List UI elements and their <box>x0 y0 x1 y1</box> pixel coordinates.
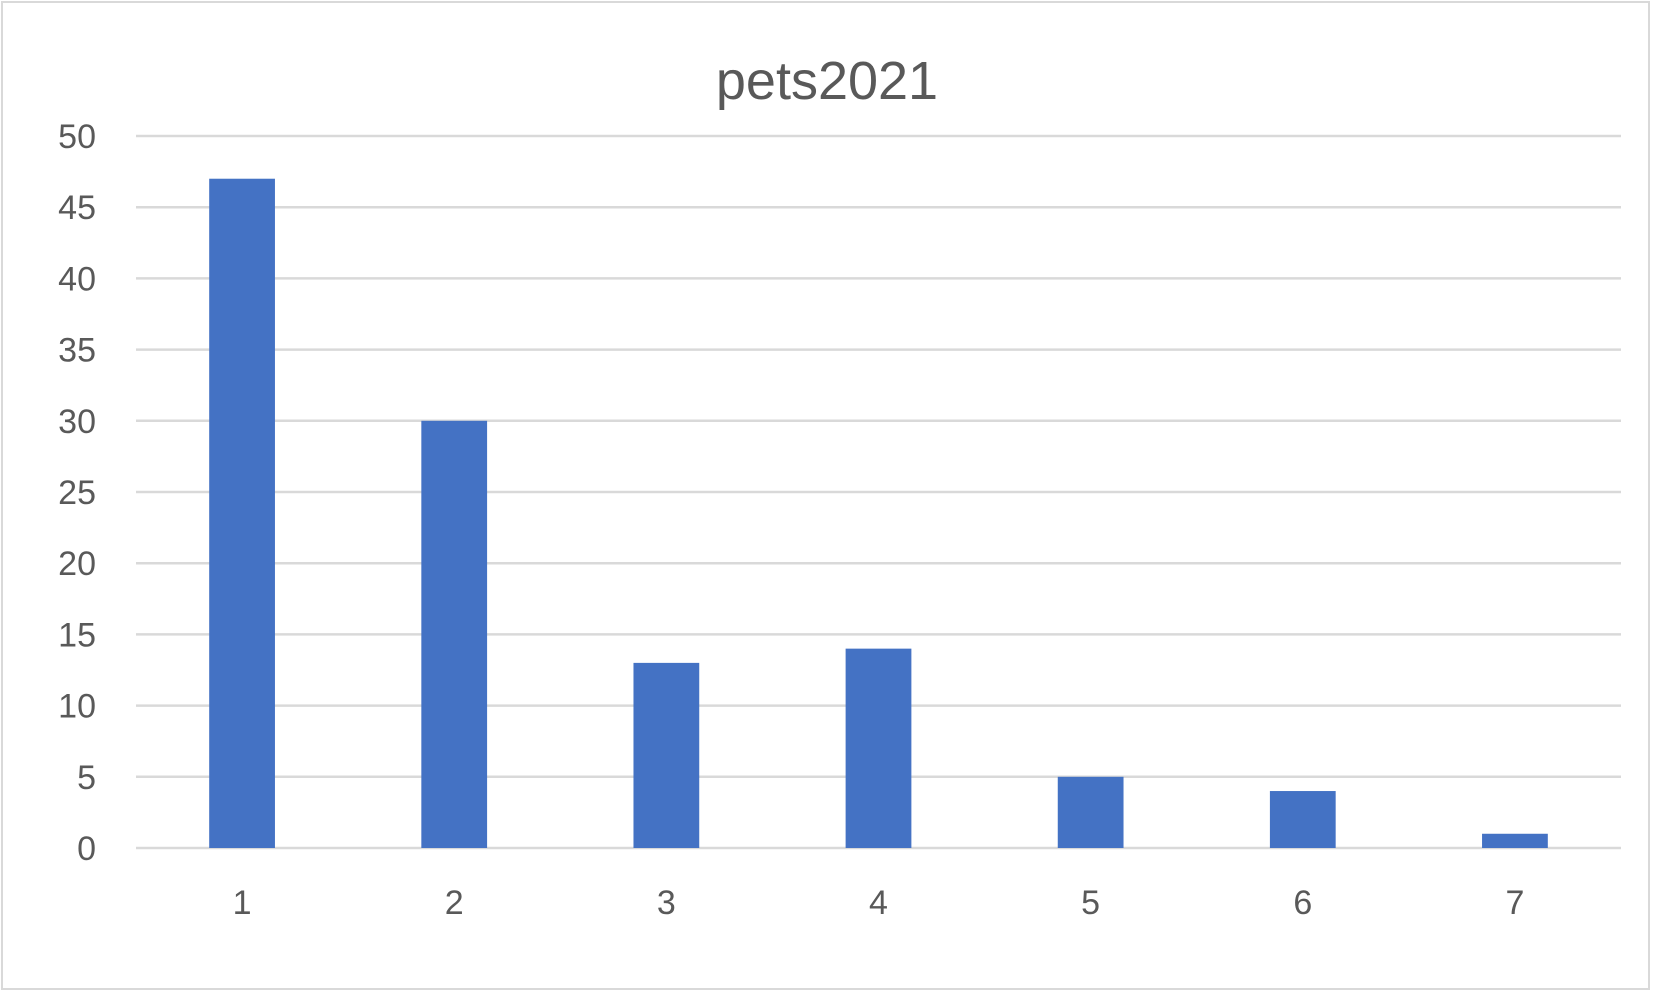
y-tick-label: 15 <box>58 616 96 654</box>
x-axis-tick-labels: 1 2 3 4 5 6 7 <box>233 884 1525 922</box>
bar-3 <box>633 662 700 848</box>
x-tick-label: 3 <box>657 884 676 922</box>
y-tick-label: 0 <box>77 830 96 868</box>
bar-7 <box>1482 833 1548 848</box>
x-tick-label: 2 <box>445 884 464 922</box>
chart-title: pets2021 <box>716 51 938 111</box>
bar-1 <box>209 178 275 849</box>
bar-5 <box>1057 776 1124 848</box>
y-tick-label: 5 <box>77 759 96 797</box>
y-tick-label: 10 <box>58 688 96 726</box>
y-tick-label: 50 <box>58 118 96 156</box>
y-axis-tick-labels: 0 5 10 15 20 25 30 35 40 45 50 <box>58 118 96 868</box>
bar-series <box>209 178 1548 849</box>
x-tick-label: 4 <box>869 884 888 922</box>
y-tick-label: 35 <box>58 332 96 370</box>
x-tick-label: 5 <box>1081 884 1100 922</box>
y-tick-label: 45 <box>58 189 96 227</box>
x-tick-label: 1 <box>233 884 252 922</box>
bar-6 <box>1269 791 1336 848</box>
y-tick-label: 30 <box>58 403 96 441</box>
bar-2 <box>421 420 488 848</box>
bar-4 <box>845 648 912 848</box>
x-tick-label: 7 <box>1505 884 1524 922</box>
y-tick-label: 40 <box>58 260 96 298</box>
gridlines <box>136 134 1621 850</box>
x-tick-label: 6 <box>1293 884 1312 922</box>
y-tick-label: 20 <box>58 545 96 583</box>
y-tick-label: 25 <box>58 474 96 512</box>
